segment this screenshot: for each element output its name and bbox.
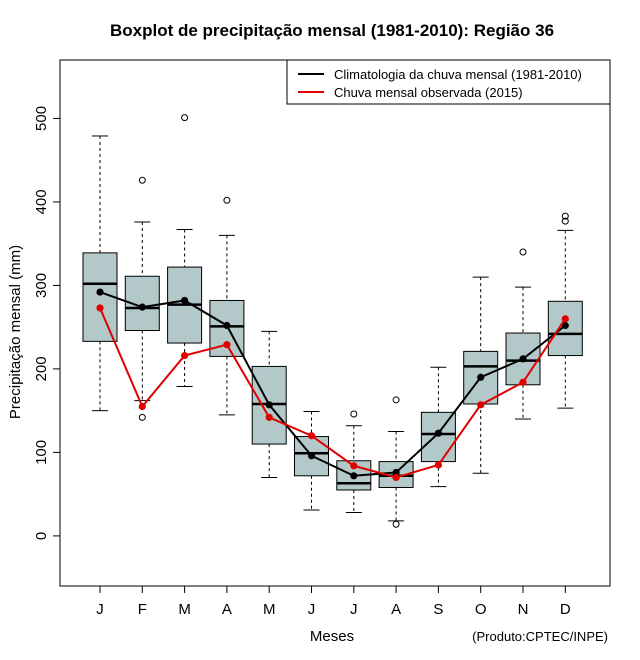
x-tick-label: M: [178, 601, 191, 618]
x-tick-label: N: [518, 601, 529, 618]
series-point: [392, 468, 400, 477]
box-1: [124, 176, 160, 421]
box-10: [505, 248, 541, 420]
x-tick-label: O: [475, 601, 487, 618]
series-point: [392, 473, 400, 482]
series-point: [519, 355, 527, 363]
series-point: [434, 429, 442, 437]
series-point: [223, 341, 231, 349]
x-tick-label: F: [138, 601, 147, 618]
series-point: [477, 373, 485, 381]
x-tick-label: D: [560, 601, 571, 618]
legend-label-climatology: Climatologia da chuva mensal (1981-2010): [334, 67, 582, 82]
outlier-point: [519, 248, 527, 256]
outlier-point: [392, 520, 400, 528]
y-tick-label: 500: [33, 106, 50, 131]
box-iqr: [420, 411, 456, 463]
series-point: [350, 462, 358, 470]
outlier-point: [392, 396, 400, 404]
series-point: [350, 472, 358, 480]
outlier-point: [561, 217, 569, 225]
series-lines-group: [96, 288, 569, 482]
box-3: [209, 196, 245, 416]
series-point: [138, 402, 146, 411]
x-tick-label: J: [350, 601, 358, 618]
series-point: [307, 452, 316, 460]
legend-label-observed: Chuva mensal observada (2015): [334, 85, 523, 100]
box-11: [547, 212, 583, 409]
y-tick-label: 100: [33, 440, 50, 465]
credit-text: (Produto:CPTEC/INPE): [472, 629, 608, 644]
y-tick-label: 300: [33, 273, 50, 298]
series-line: [99, 307, 567, 479]
series-point: [138, 303, 146, 311]
y-axis: 0 100 200 300 400 500: [33, 106, 61, 540]
outlier-point: [561, 212, 569, 220]
series-point: [181, 351, 189, 360]
chart-title: Boxplot de precipitação mensal (1981-201…: [110, 21, 554, 40]
series-point: [96, 288, 104, 296]
outlier-point: [350, 410, 358, 418]
series-point: [181, 296, 189, 305]
outlier-point: [138, 176, 146, 184]
series-point: [265, 401, 273, 409]
y-tick-label: 200: [33, 356, 50, 381]
series-point: [561, 315, 569, 323]
x-tick-label: S: [433, 601, 443, 618]
series-0: [96, 288, 569, 480]
outlier-point: [223, 196, 231, 204]
legend: Climatologia da chuva mensal (1981-2010)…: [286, 59, 611, 105]
y-tick-label: 400: [33, 189, 50, 214]
series-point: [265, 413, 273, 421]
x-axis-label: Meses: [310, 628, 354, 645]
series-point: [519, 378, 527, 386]
box-2: [167, 114, 203, 387]
series-point: [223, 321, 231, 330]
y-tick-label: 0: [33, 532, 50, 540]
series-point: [477, 401, 485, 409]
series-line: [99, 291, 566, 477]
y-axis-label: Precipitação mensal (mm): [7, 245, 24, 419]
outlier-point: [181, 114, 189, 122]
x-tick-label: M: [263, 601, 276, 618]
x-tick-label: J: [308, 601, 316, 618]
x-tick-label: J: [96, 601, 104, 618]
box-0: [82, 135, 118, 412]
box-8: [420, 366, 456, 488]
series-point: [96, 304, 104, 312]
outlier-point: [138, 413, 146, 421]
x-tick-label: A: [391, 601, 401, 618]
x-tick-label: A: [222, 601, 232, 618]
series-1: [96, 304, 569, 482]
series-point: [434, 461, 442, 469]
box-6: [336, 410, 372, 514]
legend-box: [286, 59, 611, 105]
series-point: [561, 321, 569, 330]
series-point: [307, 432, 316, 440]
